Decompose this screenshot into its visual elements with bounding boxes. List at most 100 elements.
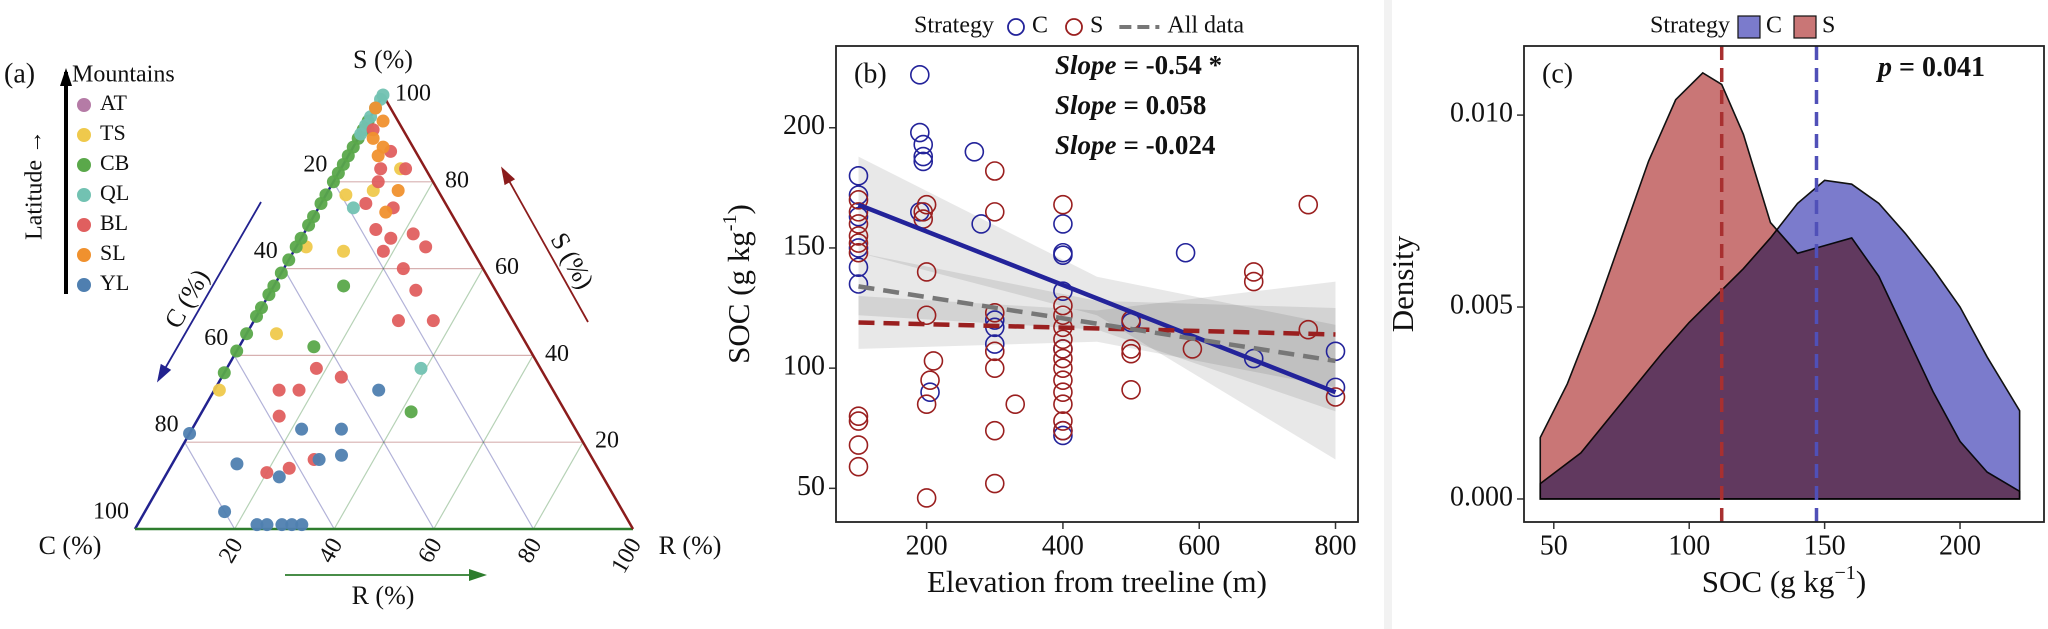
point [848, 185, 869, 205]
separator [1384, 0, 1392, 629]
point [289, 240, 303, 254]
y-axis-label-part: -1 [719, 214, 741, 231]
point [372, 383, 386, 397]
confidence-band [858, 281, 1336, 388]
point [848, 233, 869, 253]
point [1325, 387, 1346, 407]
point [984, 161, 1005, 181]
point [376, 244, 390, 258]
point [1053, 281, 1073, 302]
legend-marker [1065, 18, 1083, 36]
point [282, 461, 296, 475]
point [1175, 242, 1196, 263]
y-tick-label: 100 [783, 351, 825, 382]
point [984, 303, 1005, 323]
point [314, 197, 328, 210]
legend-marker [77, 218, 91, 232]
point [409, 283, 423, 297]
point [384, 231, 398, 245]
point [913, 146, 934, 167]
c-tick-label: 40 [254, 238, 278, 264]
r-tick-label: 60 [413, 534, 448, 568]
point [250, 518, 264, 532]
point [366, 131, 380, 145]
point [1121, 343, 1141, 364]
point [913, 151, 934, 172]
r-grid-line [333, 268, 484, 530]
r-tick-label: 40 [314, 534, 349, 568]
point [1053, 370, 1073, 390]
point [1298, 194, 1319, 215]
point [274, 266, 288, 280]
s-tick-label: 40 [545, 341, 569, 367]
point [1298, 319, 1319, 340]
density-area [1539, 71, 2021, 500]
y-axis-label: Density [1385, 235, 1420, 332]
point [923, 351, 944, 371]
y-axis-label-part: SOC (g kg [721, 231, 756, 364]
y-tick-label: 150 [783, 230, 825, 261]
c-tick-label: 80 [155, 412, 179, 438]
point [269, 327, 283, 341]
legend-marker [77, 128, 91, 142]
point [984, 420, 1005, 441]
r-arrow-label: R (%) [352, 581, 415, 610]
p-value: = 0.041 [1899, 52, 1985, 83]
point [212, 383, 226, 397]
point [419, 240, 433, 254]
point [339, 188, 353, 202]
point [1053, 382, 1073, 402]
legend-label: QL [100, 180, 129, 205]
s-tick-label: 20 [595, 428, 619, 454]
legend-label: S [1822, 13, 1835, 39]
point [1053, 339, 1073, 359]
legend-label: AT [100, 90, 127, 115]
point [913, 134, 934, 155]
c-tick-label: 60 [204, 325, 228, 351]
point [916, 488, 937, 508]
point [984, 473, 1005, 494]
point [848, 257, 869, 277]
point [183, 427, 197, 441]
s-tick-label: 80 [445, 167, 469, 193]
legend-swatch [1737, 15, 1761, 39]
legend-label: TS [100, 120, 126, 145]
point [1053, 358, 1073, 378]
r-tick-label: 20 [214, 534, 249, 568]
legend-title: Strategy [1650, 13, 1730, 39]
point [217, 366, 231, 380]
y-tick-label: 0.005 [1450, 289, 1513, 320]
point [335, 448, 348, 462]
point [848, 435, 869, 455]
point [376, 114, 390, 128]
point [337, 279, 351, 293]
arrow-head [469, 569, 487, 581]
point [971, 214, 991, 234]
point [1053, 411, 1073, 431]
point [1121, 379, 1141, 400]
fit-line [857, 202, 1337, 395]
point [374, 162, 388, 176]
x-tick-label: 150 [1804, 530, 1846, 561]
point [309, 361, 323, 375]
point [272, 383, 286, 397]
legend-title: Strategy [914, 13, 994, 39]
x-tick-label: 400 [1042, 530, 1084, 561]
point [984, 310, 1005, 330]
point [848, 214, 869, 234]
p-annotation: p = 0.041 [1876, 52, 1985, 83]
point [848, 226, 869, 246]
legend-marker [77, 188, 91, 202]
y-tick-label: 0.010 [1450, 98, 1513, 129]
point [396, 262, 410, 276]
point [1243, 271, 1264, 292]
point [916, 305, 937, 326]
point [282, 253, 296, 267]
point [260, 466, 274, 480]
x-tick-label: 200 [906, 530, 948, 561]
point [406, 227, 420, 241]
point [916, 194, 937, 215]
point [848, 202, 869, 222]
legend-label: S [1090, 13, 1103, 39]
point [359, 197, 373, 210]
